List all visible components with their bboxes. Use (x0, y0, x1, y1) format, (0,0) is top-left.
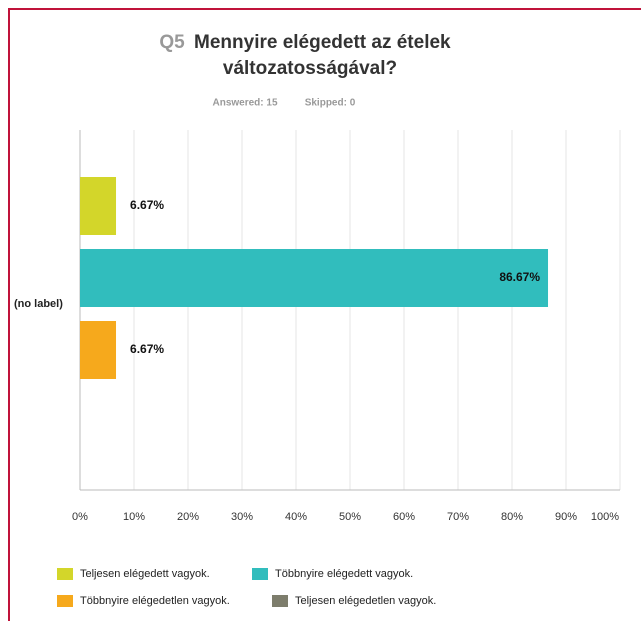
x-tick-label: 30% (231, 511, 253, 523)
question-number: Q5 (159, 32, 185, 53)
x-tick-label: 60% (393, 511, 415, 523)
title-line: Mennyire elégedett az ételek (194, 32, 451, 53)
data-label: 6.67% (130, 342, 164, 356)
chart-title: Q5 Mennyire elégedett az ételek (159, 32, 451, 53)
x-tick-label: 10% (123, 511, 145, 523)
title-line: változatosságával? (223, 58, 397, 79)
x-tick-label: 80% (501, 511, 523, 523)
x-tick-label: 100% (591, 511, 619, 523)
x-tick-label: 50% (339, 511, 361, 523)
bar (80, 321, 117, 379)
frame (8, 8, 641, 621)
legend-swatch (57, 595, 73, 607)
bar (80, 249, 549, 307)
x-tick-label: 70% (447, 511, 469, 523)
y-tick-label: (no label) (14, 298, 63, 310)
legend-label: Többnyire elégedetlen vagyok. (80, 595, 230, 607)
legend-swatch (252, 568, 268, 580)
x-tick-label: 40% (285, 511, 307, 523)
bar (80, 177, 117, 235)
x-tick-label: 20% (177, 511, 199, 523)
data-label: 6.67% (130, 198, 164, 212)
legend-label: Teljesen elégedetlen vagyok. (295, 595, 436, 607)
x-tick-label: 0% (72, 511, 88, 523)
legend-label: Többnyire elégedett vagyok. (275, 568, 413, 580)
skipped: Skipped: 0 (305, 98, 356, 109)
legend-label: Teljesen elégedett vagyok. (80, 568, 210, 580)
data-label: 86.67% (499, 270, 540, 284)
legend-swatch (57, 568, 73, 580)
answered: Answered: 15 (212, 98, 277, 109)
x-tick-label: 90% (555, 511, 577, 523)
legend-swatch (272, 595, 288, 607)
